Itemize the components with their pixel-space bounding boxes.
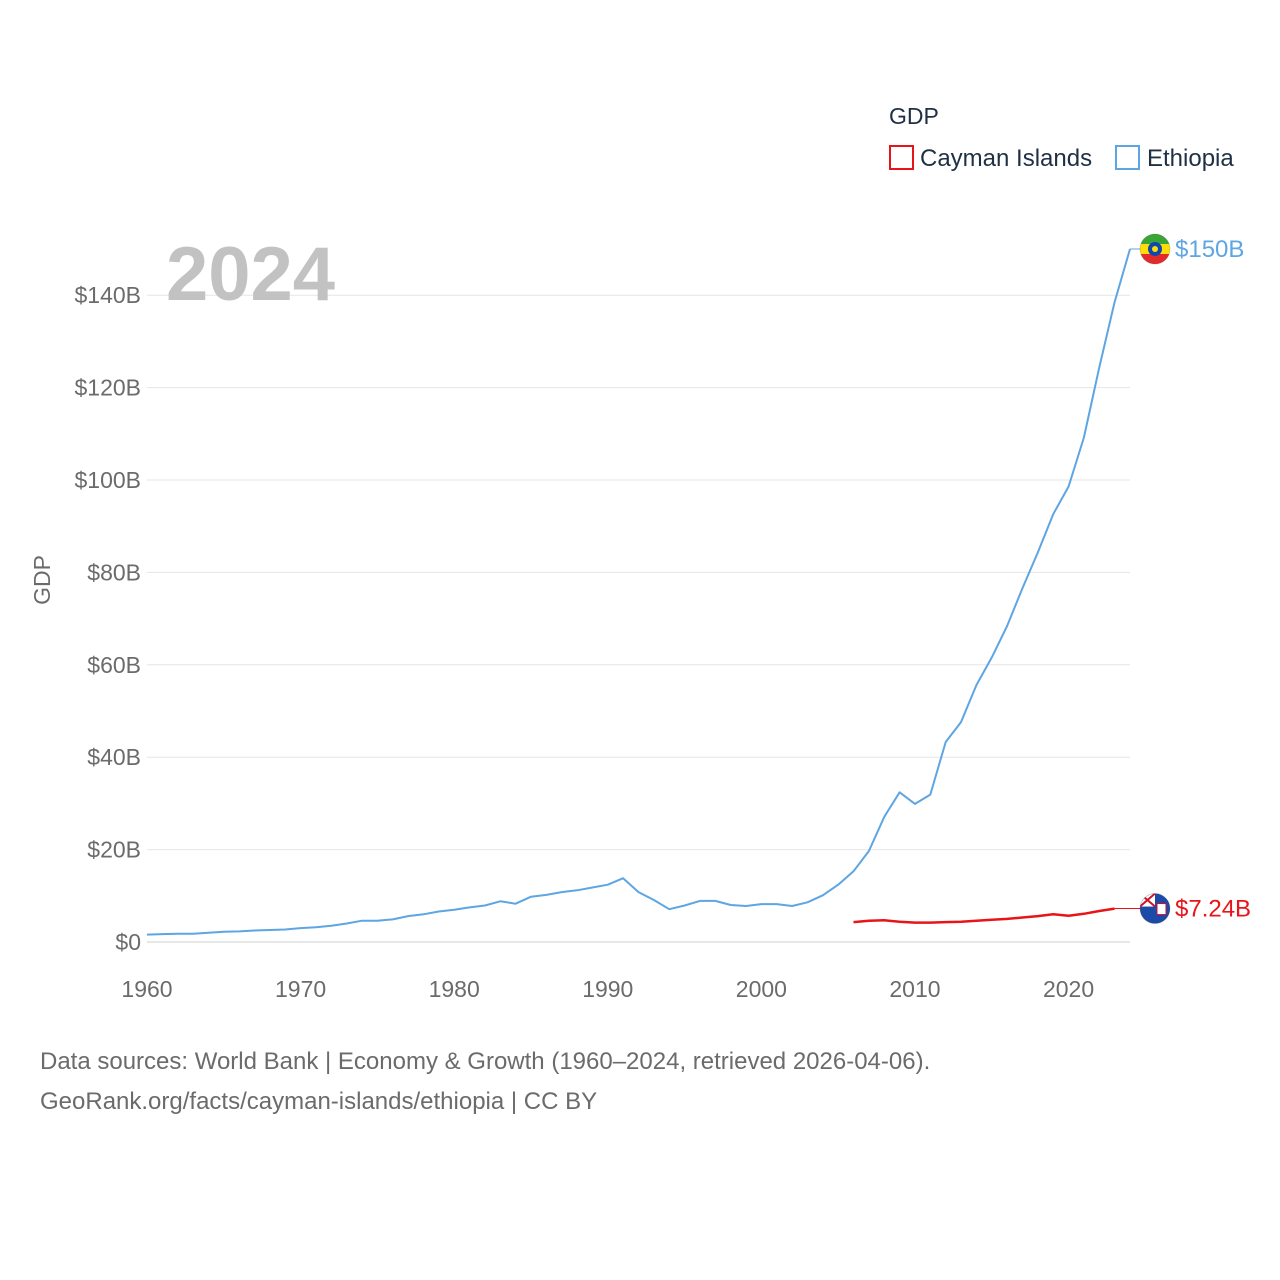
source-line-1: Data sources: World Bank | Economy & Gro… — [40, 1048, 931, 1075]
series-line-ethiopia[interactable] — [146, 248, 1131, 936]
x-tick-label: 1970 — [275, 976, 326, 1002]
gdp-line-chart: GDP Cayman Islands Ethiopia GDP $0 $20B $4… — [29, 103, 1251, 1002]
legend-swatch-cayman-islands — [889, 145, 914, 170]
end-value-label-cayman-islands: $7.24B — [1175, 896, 1251, 923]
legend-item-ethiopia[interactable]: Ethiopia — [1115, 145, 1234, 172]
y-tick-label: $40B — [87, 744, 141, 770]
y-tick-label: $100B — [74, 467, 141, 493]
x-tick-label: 2000 — [736, 976, 787, 1002]
legend-label-cayman-islands: Cayman Islands — [920, 145, 1092, 172]
y-axis-ticks: $0 $20B $40B $60B $80B $100B $120B $140B — [74, 282, 141, 955]
y-tick-label: $80B — [87, 559, 141, 585]
data-source-note: Data sources: World Bank | Economy & Gro… — [40, 1042, 930, 1122]
x-tick-label: 2010 — [889, 976, 940, 1002]
x-tick-label: 1960 — [121, 976, 172, 1002]
x-tick-label: 1990 — [582, 976, 633, 1002]
x-axis-ticks: 1960 1970 1980 1990 2000 2010 2020 — [121, 976, 1094, 1002]
series-lines — [146, 248, 1131, 936]
x-tick-label: 2020 — [1043, 976, 1094, 1002]
ethiopia-flag-icon — [1139, 233, 1171, 265]
series-line-cayman-islands[interactable] — [853, 907, 1115, 924]
gridlines — [147, 294, 1130, 943]
source-line-2[interactable]: GeoRank.org/facts/cayman-islands/ethiopi… — [40, 1088, 598, 1115]
y-axis-label: GDP — [29, 555, 55, 605]
end-value-label-ethiopia: $150B — [1175, 236, 1244, 263]
year-label: 2024 — [166, 232, 335, 317]
y-tick-label: $60B — [87, 652, 141, 678]
legend-swatch-ethiopia — [1115, 145, 1140, 170]
series-end-markers: $7.24B $150B — [1114, 233, 1251, 925]
legend-title: GDP — [889, 103, 939, 129]
y-tick-label: $120B — [74, 375, 141, 401]
legend-item-cayman-islands[interactable]: Cayman Islands — [889, 145, 1092, 172]
x-tick-label: 1980 — [429, 976, 480, 1002]
y-tick-label: $0 — [115, 929, 141, 955]
y-tick-label: $140B — [74, 282, 141, 308]
y-tick-label: $20B — [87, 837, 141, 863]
legend-label-ethiopia: Ethiopia — [1147, 145, 1234, 172]
cayman-islands-flag-icon — [1139, 893, 1171, 925]
